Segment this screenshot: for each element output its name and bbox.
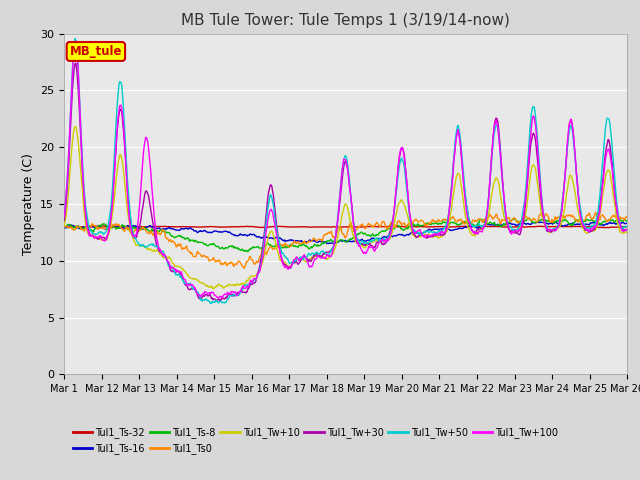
Tul1_Ts-8 <box>95 224 102 230</box>
Tul1_Tw+100 <box>214 295 222 301</box>
Tul1_Tw+100 <box>547 227 554 232</box>
Tul1_Tw+100 <box>420 234 428 240</box>
Tul1_Tw+100 <box>388 222 396 228</box>
Tul1_Tw+50 <box>388 220 396 226</box>
Tul1_Tw+10 <box>420 232 428 238</box>
Line: Tul1_Tw+50: Tul1_Tw+50 <box>64 38 627 304</box>
Tul1_Ts-8 <box>488 221 496 227</box>
Tul1_Tw+100 <box>60 214 68 220</box>
Line: Tul1_Ts0: Tul1_Ts0 <box>64 212 627 268</box>
Tul1_Tw+100 <box>95 233 103 239</box>
Tul1_Ts-32 <box>95 223 102 229</box>
Tul1_Ts0 <box>241 265 248 271</box>
Tul1_Ts0 <box>488 214 496 220</box>
Tul1_Tw+50 <box>60 214 68 219</box>
Tul1_Ts-32 <box>97 223 105 229</box>
Tul1_Tw+30 <box>403 184 411 190</box>
Tul1_Tw+30 <box>212 298 220 304</box>
Tul1_Tw+10 <box>388 228 396 234</box>
Tul1_Ts-8 <box>243 249 251 254</box>
Tul1_Ts-8 <box>547 219 554 225</box>
Tul1_Ts-16 <box>420 229 428 235</box>
Tul1_Tw+10 <box>547 230 554 236</box>
Tul1_Ts-16 <box>60 225 68 231</box>
Legend: Tul1_Ts-32, Tul1_Ts-16, Tul1_Ts-8, Tul1_Ts0, Tul1_Tw+10, Tul1_Tw+30, Tul1_Tw+50,: Tul1_Ts-32, Tul1_Ts-16, Tul1_Ts-8, Tul1_… <box>69 423 562 458</box>
Line: Tul1_Ts-16: Tul1_Ts-16 <box>64 222 627 243</box>
Tul1_Tw+30 <box>60 218 68 224</box>
Tul1_Ts-32 <box>546 224 554 229</box>
Title: MB Tule Tower: Tule Temps 1 (3/19/14-now): MB Tule Tower: Tule Temps 1 (3/19/14-now… <box>181 13 510 28</box>
Tul1_Tw+10 <box>95 236 103 242</box>
Tul1_Tw+50 <box>207 301 214 307</box>
Tul1_Ts-16 <box>403 232 410 238</box>
Tul1_Ts-16 <box>552 219 559 225</box>
Text: MB_tule: MB_tule <box>70 45 122 58</box>
Tul1_Tw+50 <box>420 230 428 236</box>
Tul1_Ts-32 <box>403 224 410 230</box>
Tul1_Ts-8 <box>60 224 68 229</box>
Line: Tul1_Tw+30: Tul1_Tw+30 <box>64 63 627 301</box>
Tul1_Ts-8 <box>623 218 631 224</box>
Tul1_Tw+50 <box>623 224 631 229</box>
Tul1_Tw+50 <box>489 146 497 152</box>
Tul1_Ts0 <box>388 222 396 228</box>
Tul1_Tw+100 <box>403 186 411 192</box>
Line: Tul1_Ts-8: Tul1_Ts-8 <box>64 218 627 252</box>
Tul1_Ts-16 <box>95 224 102 230</box>
Tul1_Tw+30 <box>95 236 103 241</box>
Tul1_Ts-8 <box>403 225 410 231</box>
Tul1_Tw+50 <box>403 192 411 198</box>
Tul1_Ts0 <box>546 219 554 225</box>
Tul1_Tw+10 <box>60 223 68 229</box>
Tul1_Ts-32 <box>602 225 609 230</box>
Y-axis label: Temperature (C): Temperature (C) <box>22 153 35 255</box>
Line: Tul1_Tw+100: Tul1_Tw+100 <box>64 41 627 298</box>
Tul1_Tw+50 <box>547 227 554 232</box>
Tul1_Ts-32 <box>388 223 396 229</box>
Tul1_Ts-32 <box>488 224 496 229</box>
Tul1_Ts-32 <box>420 224 428 229</box>
Tul1_Tw+50 <box>72 36 79 41</box>
Tul1_Ts-32 <box>623 224 631 230</box>
Tul1_Ts0 <box>420 219 428 225</box>
Line: Tul1_Ts-32: Tul1_Ts-32 <box>64 226 627 228</box>
Tul1_Tw+100 <box>489 143 497 148</box>
Tul1_Tw+50 <box>95 229 103 235</box>
Tul1_Tw+30 <box>420 233 428 239</box>
Tul1_Tw+30 <box>388 218 396 224</box>
Tul1_Ts0 <box>403 223 410 228</box>
Tul1_Tw+10 <box>623 230 631 236</box>
Tul1_Tw+10 <box>209 286 216 291</box>
Tul1_Tw+100 <box>623 228 631 233</box>
Tul1_Tw+30 <box>489 141 497 146</box>
Tul1_Ts-16 <box>488 222 496 228</box>
Tul1_Ts0 <box>591 209 599 215</box>
Tul1_Tw+100 <box>72 38 80 44</box>
Tul1_Ts-16 <box>546 220 554 226</box>
Tul1_Tw+30 <box>72 60 79 66</box>
Line: Tul1_Tw+10: Tul1_Tw+10 <box>64 127 627 288</box>
Tul1_Ts-16 <box>326 240 333 246</box>
Tul1_Ts0 <box>60 223 68 228</box>
Tul1_Tw+10 <box>489 187 497 192</box>
Tul1_Ts0 <box>623 214 631 219</box>
Tul1_Tw+10 <box>403 212 411 217</box>
Tul1_Ts-8 <box>388 226 396 231</box>
Tul1_Ts-8 <box>420 223 428 228</box>
Tul1_Ts0 <box>95 225 102 230</box>
Tul1_Ts-16 <box>388 234 396 240</box>
Tul1_Tw+10 <box>72 124 80 130</box>
Tul1_Tw+30 <box>623 228 631 233</box>
Tul1_Ts-32 <box>60 224 68 230</box>
Tul1_Tw+30 <box>547 229 554 235</box>
Tul1_Ts-16 <box>623 220 631 226</box>
Tul1_Ts-8 <box>525 216 533 221</box>
